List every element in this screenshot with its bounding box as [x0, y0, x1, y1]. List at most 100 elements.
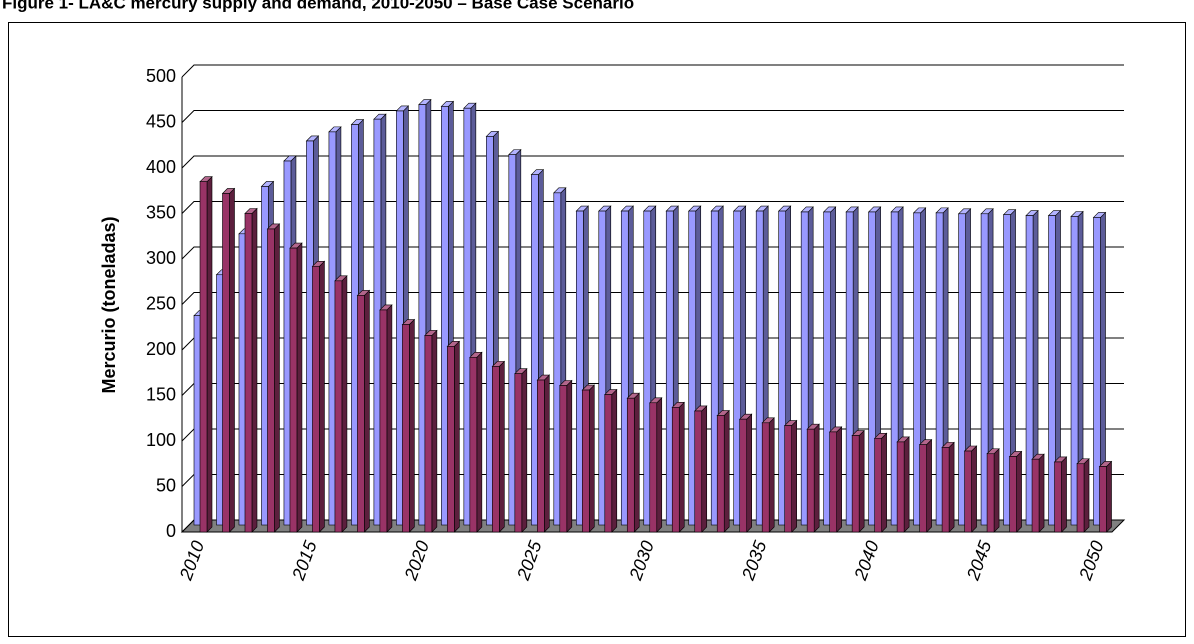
bar-side: [746, 413, 753, 533]
bar: [469, 351, 483, 533]
bar-side: [499, 360, 505, 533]
bar: [738, 413, 753, 533]
y-tick-label: 350: [146, 202, 176, 222]
bar-front: [312, 265, 320, 533]
bar-front: [784, 425, 792, 533]
bar: [963, 445, 978, 533]
bar-side: [881, 432, 887, 533]
bar-front: [1076, 463, 1085, 533]
grid-line: [181, 292, 1124, 305]
x-tick-label: 2040: [850, 538, 883, 583]
x-tick-label: 2030: [625, 538, 658, 583]
bar-side: [386, 304, 393, 533]
bar: [446, 340, 461, 533]
y-tick-label: 50: [156, 475, 176, 495]
x-tick-label: 2020: [400, 538, 433, 583]
bar-front: [531, 174, 539, 526]
bar: [221, 187, 236, 533]
bar: [334, 275, 348, 533]
bar-front: [1009, 456, 1017, 533]
bar: [851, 429, 865, 533]
y-tick-label: 200: [146, 339, 176, 359]
bar: [986, 448, 1000, 533]
bar-front: [1099, 466, 1107, 533]
bar: [401, 318, 416, 533]
bar: [1053, 456, 1068, 533]
bar-front: [845, 211, 854, 526]
bar-front: [441, 106, 449, 526]
bar-front: [379, 309, 388, 533]
bar-front: [649, 402, 658, 533]
bar: [266, 223, 281, 533]
bar: [379, 304, 393, 533]
bar-front: [222, 193, 230, 533]
chart-title: Figure 1- LA&C mercury supply and demand…: [2, 0, 634, 12]
bar-front: [851, 435, 860, 533]
bar-side: [723, 409, 730, 533]
bar: [536, 374, 551, 533]
bar-front: [671, 407, 680, 533]
bar-side: [611, 388, 618, 533]
bar: [896, 436, 910, 533]
grid-line: [181, 64, 1124, 78]
y-tick-label: 100: [146, 430, 176, 450]
bar: [514, 367, 528, 533]
x-tick-label: 2015: [288, 537, 321, 583]
y-tick-label: 0: [166, 521, 176, 541]
bar: [783, 419, 798, 533]
bar-front: [800, 211, 809, 526]
bar-side: [948, 441, 955, 533]
bar-front: [199, 181, 208, 533]
bar-front: [626, 397, 635, 533]
bar-front: [761, 422, 770, 533]
bar: [716, 409, 730, 533]
bar-front: [941, 447, 950, 533]
bar-front: [289, 247, 298, 533]
bar: [559, 379, 573, 533]
bar-front: [694, 410, 703, 533]
bar: [671, 401, 685, 533]
x-tick-label: 2035: [738, 537, 771, 583]
y-tick-label: 250: [146, 293, 176, 313]
x-tick-label: 2025: [513, 537, 546, 583]
bar: [244, 207, 258, 533]
bar-front: [958, 213, 966, 526]
bar: [1002, 208, 1017, 526]
bar: [1025, 209, 1039, 526]
bar-front: [874, 437, 882, 533]
bar-front: [806, 428, 815, 533]
bar-side: [229, 187, 235, 533]
bar-side: [1106, 460, 1112, 533]
bar-front: [1003, 214, 1011, 526]
y-tick-label: 450: [146, 111, 176, 131]
bar-side: [206, 175, 213, 533]
bar-front: [424, 335, 433, 533]
bar-side: [1083, 458, 1090, 533]
bar-front: [739, 418, 748, 533]
bar-side: [476, 351, 483, 533]
bar-front: [1093, 217, 1101, 526]
bar-side: [993, 448, 1000, 533]
bar-side: [768, 417, 775, 533]
bar-front: [244, 213, 253, 533]
bar-front: [1070, 216, 1079, 526]
bar-front: [463, 107, 472, 526]
bar-side: [701, 405, 708, 533]
bar-front: [402, 324, 410, 533]
bar-front: [733, 210, 742, 526]
bar-front: [559, 385, 568, 533]
bar-side: [409, 318, 415, 533]
x-tick-label: 2045: [962, 537, 995, 583]
bar: [694, 405, 708, 533]
bar: [649, 397, 663, 533]
bar-front: [581, 389, 590, 533]
bar-side: [836, 426, 842, 533]
bar: [604, 388, 618, 533]
bar-side: [544, 374, 550, 533]
bar-side: [296, 242, 303, 533]
bar-front: [688, 210, 697, 526]
bar-front: [986, 453, 995, 533]
bar: [1092, 211, 1107, 526]
bar-side: [364, 289, 370, 533]
